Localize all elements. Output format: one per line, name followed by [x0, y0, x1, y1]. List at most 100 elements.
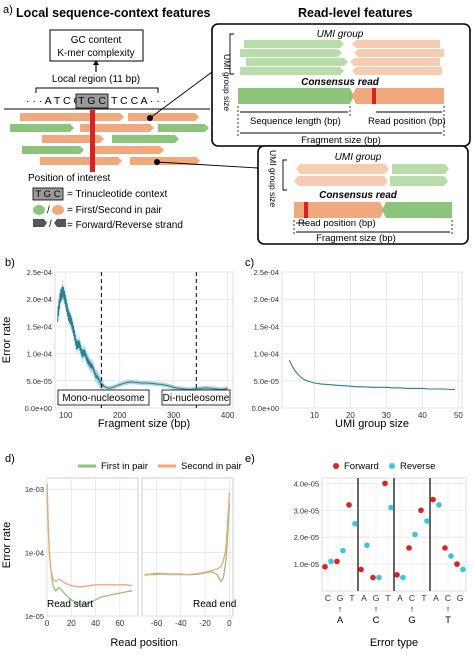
category-label: C — [409, 593, 415, 603]
read-arrow — [128, 113, 199, 121]
forward-point — [454, 561, 460, 567]
legend-strand-label: = Forward/Reverse strand — [67, 220, 183, 231]
gc-kmer-box — [49, 29, 144, 62]
legend-trinucleotide-label: = Trinucleotide context — [67, 189, 168, 200]
forward-point — [358, 566, 364, 573]
kmer-complexity-label: K-mer complexity — [57, 48, 134, 59]
read-arrow — [40, 157, 122, 165]
group-arrow: ↑ — [410, 604, 415, 614]
di-nucleosome-box — [161, 389, 231, 406]
y-tick-label: 1e-05 — [25, 612, 44, 621]
category-label: C — [445, 593, 451, 603]
x-tick-label: 40 — [91, 619, 100, 628]
read-arrow — [112, 135, 179, 143]
y-tick-label: 2.0e-05 — [294, 533, 319, 542]
group-label: C — [373, 615, 380, 626]
x-tick-label: 0 — [45, 619, 50, 628]
legend-reverse-dot — [389, 463, 395, 469]
legend-forward-swatch — [33, 219, 47, 227]
read-arrow — [80, 124, 154, 132]
y-tick-label: 1.0e-05 — [294, 560, 319, 569]
panel-d: d) First in pair Second in pair 0 20 40 60 … — [1, 453, 242, 649]
position-of-interest-marker — [90, 110, 95, 172]
legend-forward-label: Forward — [344, 461, 379, 472]
x-tick-label: 200 — [113, 411, 127, 420]
panel-d-ylabel: Error rate — [1, 522, 13, 568]
y-tick-label: 2.5e-04 — [27, 268, 52, 277]
facet-read-end-label: Read end — [193, 599, 236, 610]
panel-e-points — [322, 480, 466, 581]
read-arrow — [130, 157, 200, 165]
trinucleotide-box — [75, 93, 109, 109]
panel-b-y-ticks: 0.0e+00 5.0e-05 1.0e-04 1.5e-04 2.0e-04 2.5e-… — [25, 268, 52, 413]
y-tick-label: 5.0e-05 — [254, 377, 279, 386]
category-label: C — [325, 593, 331, 603]
box-2-umi-read — [390, 176, 448, 186]
y-tick-label: 2.0e-04 — [27, 295, 52, 304]
read-level-box-1: UMI group size UMI group Consensus read … — [211, 23, 471, 147]
category-label: G — [457, 593, 464, 603]
panel-d-facet-read-start: 0 20 40 60 — [45, 477, 139, 628]
reverse-point — [328, 558, 334, 565]
forward-point — [382, 480, 388, 487]
category-label: G — [373, 593, 380, 603]
box-2-umi-bracket — [282, 159, 287, 191]
panel-c-tag: c) — [245, 257, 254, 269]
sequence-trinucleotide: T G C — [78, 95, 106, 107]
category-label: T — [385, 593, 390, 603]
second-in-pair-line — [46, 495, 132, 588]
connector-line — [156, 161, 259, 169]
mono-nucleosome-box — [57, 389, 150, 406]
aligned-reads — [10, 113, 209, 165]
box-1-umi-read — [244, 40, 344, 48]
read-arrow — [42, 135, 104, 143]
group-label: T — [445, 615, 451, 626]
reverse-point — [388, 504, 394, 511]
forward-point — [430, 496, 436, 503]
sequence-prefix: · · · A T C G — [26, 95, 82, 107]
box-1-umi-read — [240, 49, 342, 57]
box-1-consensus-forward — [238, 88, 354, 104]
x-tick-label: 100 — [59, 411, 73, 420]
x-tick-label: -60 — [151, 619, 163, 628]
box-1-umi-read — [352, 40, 440, 48]
y-tick-label: 1e-04 — [25, 549, 44, 558]
panel-c-plot-area — [281, 271, 463, 409]
box-2-consensus-label: Consensus read — [319, 190, 398, 201]
umi-error-rate-line — [288, 359, 455, 391]
group-arrow: ↑ — [446, 604, 451, 614]
category-label: A — [397, 593, 403, 603]
box-2-umi-read — [392, 164, 449, 174]
box-2-error-position — [304, 202, 308, 218]
box-1-consensus-reverse — [352, 88, 444, 104]
box-1-umi-bracket — [229, 33, 234, 75]
box-2-consensus-forward — [294, 202, 384, 218]
local-region-bracket — [35, 87, 159, 93]
panel-b-plot-area — [54, 271, 234, 409]
panel-c-x-ticks: 10 20 30 40 50 — [310, 411, 463, 420]
forward-point — [418, 507, 424, 514]
panel-a-title-left: Local sequence-context features — [16, 6, 211, 20]
error-rate-line — [57, 285, 228, 391]
group-label: G — [408, 615, 415, 626]
legend-pair-label: = First/Second in pair — [67, 205, 162, 216]
reverse-point — [424, 518, 430, 524]
connector-line — [149, 71, 213, 119]
forward-point — [370, 574, 376, 581]
y-tick-label: 1.5e-04 — [27, 322, 52, 331]
group-label: A — [337, 615, 344, 626]
y-tick-label: 3.0e-05 — [294, 506, 319, 515]
x-tick-label: 30 — [382, 411, 391, 420]
panel-c-y-ticks: 0.0e+00 5.0e-05 1.0e-04 1.5e-04 2.0e-04 2.5e-… — [252, 268, 279, 413]
connector-dot — [154, 159, 160, 165]
category-label: G — [337, 593, 344, 603]
reverse-point — [436, 502, 442, 508]
reverse-point — [400, 574, 406, 581]
read-arrow — [22, 146, 84, 154]
y-tick-label: 1.5e-04 — [254, 322, 279, 331]
y-tick-label: 0.0e+00 — [252, 404, 279, 413]
x-tick-label: 10 — [310, 411, 319, 420]
gc-content-label: GC content — [71, 35, 122, 46]
box-1-umi-read — [240, 67, 344, 75]
